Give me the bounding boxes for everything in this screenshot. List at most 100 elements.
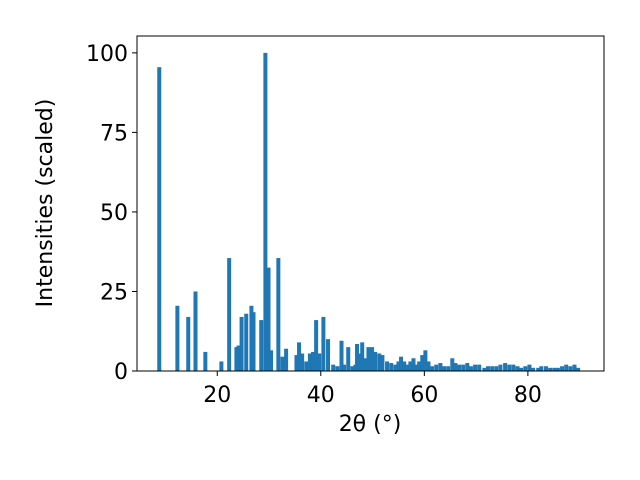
- bar: [548, 367, 553, 371]
- bar: [366, 347, 371, 371]
- y-tick-label: 25: [100, 280, 128, 305]
- bar: [453, 363, 458, 371]
- bar: [297, 342, 302, 371]
- bar: [438, 363, 443, 371]
- bar: [203, 351, 208, 371]
- bar: [219, 361, 224, 371]
- bar: [251, 312, 256, 371]
- bar: [544, 366, 549, 371]
- bar: [276, 258, 281, 371]
- bar: [396, 361, 401, 371]
- bar: [239, 316, 244, 371]
- bar: [552, 367, 557, 371]
- x-tick-label: 20: [203, 383, 231, 408]
- bar: [511, 364, 516, 371]
- bar: [326, 339, 331, 371]
- bar: [482, 367, 487, 371]
- bar: [314, 320, 319, 371]
- bar: [411, 358, 416, 371]
- bar: [503, 363, 508, 371]
- bar: [157, 67, 162, 372]
- bar: [498, 364, 503, 371]
- bar: [560, 366, 565, 371]
- bar: [389, 363, 394, 371]
- bar: [531, 367, 536, 371]
- bar: [175, 305, 180, 371]
- bar: [244, 313, 249, 371]
- bar: [515, 366, 520, 371]
- bar: [457, 364, 462, 371]
- bar: [572, 364, 577, 371]
- bar: [263, 52, 268, 371]
- x-axis-label: 2θ (°): [339, 412, 402, 437]
- x-tick-label: 60: [410, 383, 438, 408]
- bar: [311, 351, 316, 371]
- y-tick-label: 0: [114, 360, 128, 385]
- bar: [408, 361, 413, 371]
- bar: [442, 366, 447, 371]
- bar: [461, 364, 466, 371]
- x-tick-label: 40: [307, 383, 335, 408]
- y-tick-label: 100: [86, 42, 128, 67]
- bar: [234, 347, 239, 371]
- bar: [393, 364, 398, 371]
- bar: [564, 364, 569, 371]
- bar: [399, 356, 404, 371]
- bar: [477, 364, 482, 371]
- bar: [373, 351, 378, 371]
- bar: [468, 366, 473, 371]
- bar: [350, 366, 355, 371]
- y-tick-label: 50: [100, 201, 128, 226]
- bar: [417, 361, 422, 371]
- x-tick-label: 80: [514, 383, 542, 408]
- bar: [507, 364, 512, 371]
- bar: [331, 364, 336, 371]
- bar: [414, 364, 419, 371]
- bar: [486, 366, 491, 371]
- bar: [423, 350, 428, 371]
- bar: [335, 366, 340, 371]
- bar: [576, 367, 581, 371]
- bar: [355, 343, 360, 371]
- bar: [539, 366, 544, 371]
- bar: [420, 355, 425, 371]
- bar: [259, 320, 264, 371]
- bar: [494, 366, 499, 371]
- bar: [523, 366, 528, 371]
- bar: [360, 342, 365, 371]
- bar: [519, 367, 524, 371]
- bar: [269, 350, 274, 371]
- bar: [430, 366, 435, 371]
- bar: [434, 364, 439, 371]
- bar: [402, 361, 407, 371]
- bar: [280, 356, 285, 371]
- bar: [317, 353, 322, 371]
- bar: [284, 348, 289, 371]
- bar: [357, 353, 362, 371]
- bar: [307, 353, 312, 371]
- bar: [294, 355, 299, 371]
- bar: [405, 364, 410, 371]
- bar: [266, 267, 271, 371]
- bar: [450, 358, 455, 371]
- bar: [321, 316, 326, 371]
- bar: [363, 358, 368, 371]
- bar: [236, 345, 241, 371]
- bar: [426, 361, 431, 371]
- bar: [370, 347, 375, 371]
- bar: [339, 340, 344, 371]
- bar: [473, 364, 478, 371]
- bar: [465, 363, 470, 371]
- bar: [377, 353, 382, 371]
- bar: [346, 347, 351, 371]
- bar: [568, 366, 573, 371]
- bar: [193, 291, 198, 371]
- bar: [527, 364, 532, 371]
- bar: [490, 366, 495, 371]
- bar: [380, 355, 385, 371]
- bar: [227, 258, 232, 371]
- bar: [446, 366, 451, 371]
- y-axis-label: Intensities (scaled): [33, 99, 58, 308]
- y-tick-label: 75: [100, 121, 128, 146]
